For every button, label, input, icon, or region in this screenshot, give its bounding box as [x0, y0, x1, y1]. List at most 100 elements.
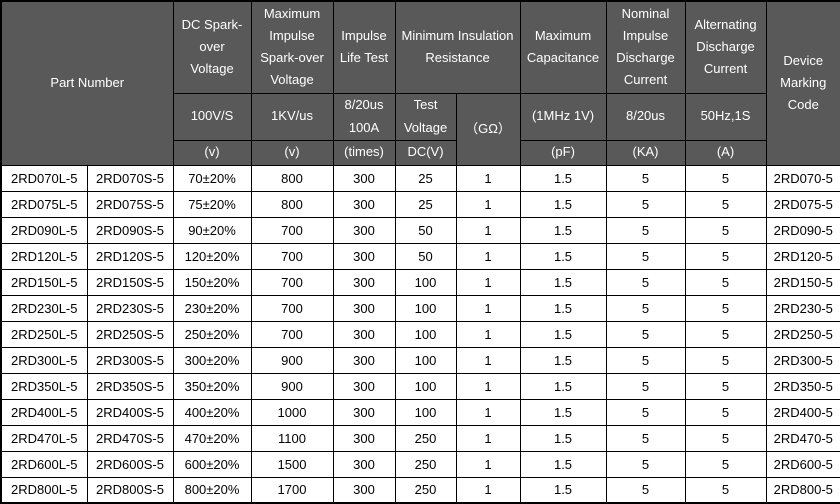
- table-cell: 1.5: [519, 476, 607, 504]
- table-cell: 900: [250, 372, 334, 400]
- table-row: 2RD230L-5 2RD230S-5 230±20% 700 300 100 1 1.5 5 5…: [0, 294, 840, 322]
- table-cell: 2RD470-5: [765, 424, 840, 452]
- table-cell: 5: [684, 320, 767, 348]
- table-cell: 1: [455, 294, 521, 322]
- table-cell: 2RD075L-5: [0, 190, 88, 218]
- table-cell: 2RD600-5: [765, 450, 840, 478]
- table-cell: 5: [684, 268, 767, 296]
- table-cell: 5: [684, 164, 767, 192]
- header-max-capacitance: Maximum Capacitance: [519, 0, 607, 94]
- table-cell: 250: [394, 476, 457, 504]
- table-cell: 90±20%: [172, 216, 252, 244]
- header-dc-sparkover-voltage: DC Spark-over Voltage: [172, 0, 252, 94]
- table-cell: 5: [684, 372, 767, 400]
- header-nominal-impulse-discharge-current: Nominal Impulse Discharge Current: [605, 0, 686, 94]
- table-cell: 800: [250, 190, 334, 218]
- table-cell: 100: [394, 294, 457, 322]
- table-cell: 100: [394, 268, 457, 296]
- table-cell: 1.5: [519, 346, 607, 374]
- table-cell: 2RD230L-5: [0, 294, 88, 322]
- table-cell: 5: [684, 424, 767, 452]
- table-cell: 230±20%: [172, 294, 252, 322]
- header-condition-1kvus: 1KV/us: [250, 92, 334, 141]
- header-condition-100vs: 100V/S: [172, 92, 252, 141]
- table-cell: 700: [250, 268, 334, 296]
- table-cell: 300: [332, 346, 396, 374]
- table-row: 2RD470L-5 2RD470S-5 470±20% 1100 300 250 1 1.5 5…: [0, 424, 840, 452]
- header-unit-v-dc: (v): [172, 139, 252, 166]
- header-unit-pf: (pF): [519, 139, 607, 166]
- table-cell: 5: [605, 164, 686, 192]
- table-cell: 250: [394, 424, 457, 452]
- header-row-units: (v) (v) (times) DC(V) (pF) (KA) (A): [1, 139, 840, 166]
- table-cell: 1.5: [519, 450, 607, 478]
- table-cell: 2RD075S-5: [86, 190, 174, 218]
- table-cell: 5: [605, 372, 686, 400]
- table-row: 2RD120L-5 2RD120S-5 120±20% 700 300 50 1 1.5 5 5 2…: [0, 242, 840, 270]
- table-cell: 300: [332, 164, 396, 192]
- table-cell: 2RD470S-5: [86, 424, 174, 452]
- table-cell: 1: [455, 450, 521, 478]
- table-cell: 1.5: [519, 242, 607, 270]
- table-cell: 300: [332, 294, 396, 322]
- table-cell: 5: [684, 346, 767, 374]
- table-cell: 250±20%: [172, 320, 252, 348]
- table-cell: 300: [332, 190, 396, 218]
- header-alternating-discharge-current: Alternating Discharge Current: [684, 0, 767, 94]
- table-row: 2RD150L-5 2RD150S-5 150±20% 700 300 100 1 1.5 5 5…: [0, 268, 840, 296]
- table-cell: 2RD120S-5: [86, 242, 174, 270]
- table-cell: 1000: [250, 398, 334, 426]
- table-cell: 1.5: [519, 164, 607, 192]
- table-cell: 1: [455, 476, 521, 504]
- table-cell: 400±20%: [172, 398, 252, 426]
- table-cell: 5: [684, 216, 767, 244]
- table-cell: 250: [394, 450, 457, 478]
- table-row: 2RD400L-5 2RD400S-5 400±20% 1000 300 100 1 1.5 5…: [0, 398, 840, 426]
- table-cell: 75±20%: [172, 190, 252, 218]
- table-cell: 2RD300-5: [765, 346, 840, 374]
- table-cell: 5: [605, 216, 686, 244]
- table-cell: 2RD120-5: [765, 242, 840, 270]
- header-unit-a: (A): [684, 139, 767, 166]
- table-cell: 600±20%: [172, 450, 252, 478]
- table-cell: 100: [394, 398, 457, 426]
- table-cell: 5: [605, 242, 686, 270]
- header-row-conditions: 100V/S 1KV/us 8/20us 100A Test Voltage （…: [1, 92, 840, 166]
- table-cell: 1: [455, 424, 521, 452]
- table-cell: 1700: [250, 476, 334, 504]
- table-cell: 1: [455, 268, 521, 296]
- table-cell: 2RD350-5: [765, 372, 840, 400]
- header-unit-v-impulse: (v): [250, 139, 334, 166]
- table-cell: 2RD350S-5: [86, 372, 174, 400]
- table-cell: 5: [605, 398, 686, 426]
- table-cell: 300±20%: [172, 346, 252, 374]
- table-row: 2RD075L-5 2RD075S-5 75±20% 800 300 25 1 1.5 5 5 2R…: [0, 190, 840, 218]
- table-cell: 300: [332, 216, 396, 244]
- table-cell: 2RD400-5: [765, 398, 840, 426]
- table-cell: 50: [394, 242, 457, 270]
- header-device-marking-code: Device Marking Code: [765, 0, 840, 166]
- header-unit-dcv: DC(V): [394, 139, 457, 166]
- table-cell: 5: [605, 346, 686, 374]
- table-cell: 2RD600L-5: [0, 450, 88, 478]
- table-cell: 100: [394, 346, 457, 374]
- table-cell: 700: [250, 242, 334, 270]
- table-cell: 1.5: [519, 294, 607, 322]
- table-header: Part Number DC Spark-over Voltage Maximu…: [0, 0, 840, 166]
- table-cell: 300: [332, 242, 396, 270]
- table-cell: 5: [605, 424, 686, 452]
- table-cell: 1: [455, 164, 521, 192]
- table-cell: 800: [250, 164, 334, 192]
- table-cell: 1.5: [519, 268, 607, 296]
- table-cell: 5: [684, 450, 767, 478]
- header-min-insulation-resistance: Minimum Insulation Resistance: [394, 0, 521, 94]
- table-cell: 1: [455, 320, 521, 348]
- table-row: 2RD800L-5 2RD800S-5 800±20% 1700 300 250 1 1.5 5…: [0, 476, 840, 504]
- table-cell: 1.5: [519, 372, 607, 400]
- table-cell: 900: [250, 346, 334, 374]
- header-condition-50hz-1s: 50Hz,1S: [684, 92, 767, 141]
- table-cell: 1: [455, 398, 521, 426]
- table-cell: 1: [455, 372, 521, 400]
- table-cell: 1: [455, 242, 521, 270]
